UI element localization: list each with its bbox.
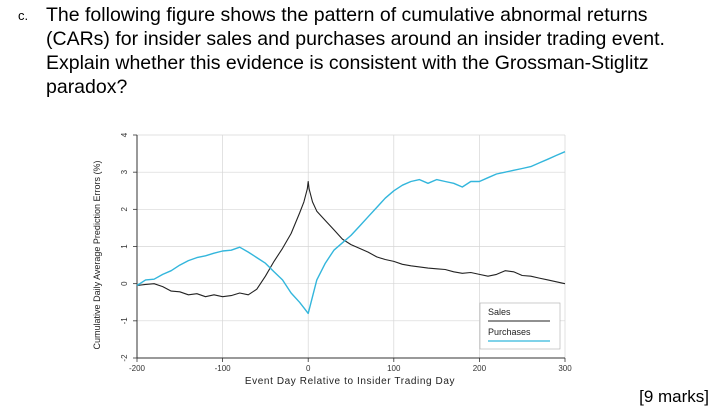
y-tick-label: -2 xyxy=(120,354,129,362)
chart-series xyxy=(136,151,566,315)
question-line: The following figure shows the pattern o… xyxy=(46,4,648,26)
chart-legend: Sales Purchases xyxy=(479,302,561,350)
x-tick-label: 0 xyxy=(306,364,311,373)
x-tick-label: 100 xyxy=(387,364,401,373)
car-chart: 4 3 2 1 0 -1 -2-200 -100 0 100 200 300 Cumulative D… xyxy=(92,132,572,387)
x-axis-label: Event Day Relative to Insider Trading Da… xyxy=(245,376,455,387)
question-text: The following figure shows the pattern o… xyxy=(46,3,706,99)
series-line-sales xyxy=(136,180,566,298)
chart-axes: 4 3 2 1 0 -1 -2-200 -100 0 100 200 300 xyxy=(120,132,572,373)
y-tick-label: 4 xyxy=(120,132,129,137)
series-line-purchases xyxy=(136,151,566,315)
y-tick-label: -1 xyxy=(120,317,129,325)
question-label: c. xyxy=(18,8,29,23)
x-tick-label: -100 xyxy=(215,364,232,373)
y-tick-label: 1 xyxy=(120,244,129,249)
y-tick-label: 2 xyxy=(120,207,129,212)
legend-label-purchases: Purchases xyxy=(488,327,531,337)
x-tick-label: 300 xyxy=(558,364,572,373)
y-tick-label: 3 xyxy=(120,169,129,174)
marks-label: [9 marks] xyxy=(639,387,709,406)
question-line: (CARs) for insider sales and purchases a… xyxy=(46,28,665,50)
y-axis-label: Cumulative Daily Average Prediction Erro… xyxy=(92,161,102,350)
y-tick-label: 0 xyxy=(120,281,129,286)
question-line: Explain whether this evidence is consist… xyxy=(46,52,649,74)
question-line: paradox? xyxy=(46,76,128,98)
x-tick-label: -200 xyxy=(129,364,146,373)
x-tick-label: 200 xyxy=(473,364,487,373)
legend-label-sales: Sales xyxy=(488,307,511,317)
